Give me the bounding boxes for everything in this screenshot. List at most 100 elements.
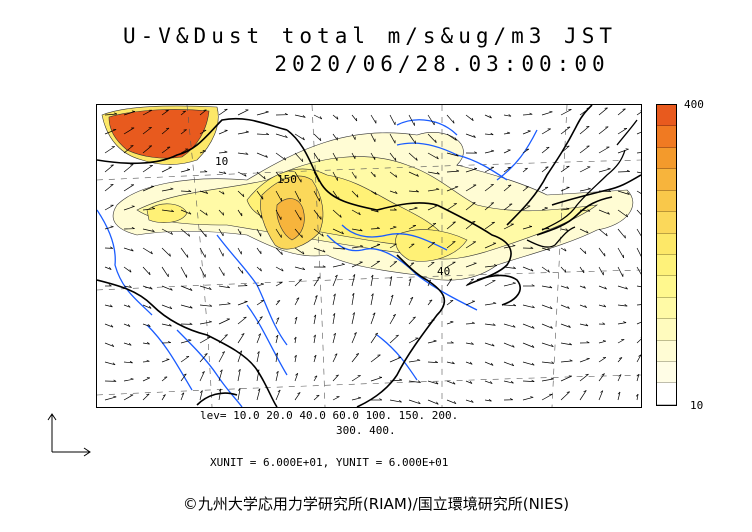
wind-vector [218,318,230,325]
wind-vector [275,152,286,161]
wind-vector-head [277,389,281,393]
wind-vector-head [605,126,609,128]
wind-vector-head [566,145,570,147]
wind-vector [104,164,114,173]
wind-vector [427,133,437,143]
wind-vector [104,266,112,270]
wind-vector [522,266,534,272]
wind-vector [370,260,380,268]
wind-vector [180,148,189,154]
wind-vector-head [334,353,338,356]
wind-vector-head [298,279,302,281]
wind-vector-head [451,361,455,365]
wind-vector [560,165,570,173]
wind-vector [503,184,512,192]
wind-vector [465,380,473,384]
wind-vector-head [512,344,515,348]
wind-vector [275,266,284,272]
wind-vector [332,152,338,161]
wind-vector-head [188,189,192,192]
wind-vector-head [452,381,456,385]
wind-vector [579,228,589,234]
wind-vector [446,186,459,192]
wind-vector-head [333,332,336,336]
wind-vector-head [569,359,573,362]
wind-vector [427,223,437,230]
wind-vector-head [313,334,316,338]
wind-vector [560,360,573,363]
wind-vector [617,171,630,173]
wind-vector [579,373,589,382]
wind-vector-head [587,209,591,212]
wind-vector [351,133,356,140]
wind-vector-head [322,249,326,253]
wind-vector [351,274,356,287]
wind-vector [617,128,628,135]
wind-vector [332,228,344,235]
wind-vector [465,202,476,211]
wind-vector-head [418,401,421,405]
wind-vector [199,109,207,116]
wind-vector [598,228,608,237]
wind-vector [370,114,377,124]
timestamp: 2020/06/28.03:00:00 [274,52,610,76]
wind-vector [598,373,605,382]
wind-vector-head [450,321,454,323]
wind-vector [503,304,516,307]
wind-vector [579,323,589,327]
wind-vector [427,380,439,385]
wind-vector [408,262,415,268]
wind-vector-head [110,225,114,228]
wind-vector-head [224,150,228,153]
wind-vector-head [547,269,550,273]
wind-vector-head [112,362,116,366]
wind-vector [104,129,117,135]
wind-vector [313,354,317,363]
wind-vector [636,152,641,154]
wind-vector [484,399,492,402]
wind-vector [598,168,611,173]
wind-vector [256,266,262,272]
wind-vector [598,266,604,276]
wind-vector [522,226,532,230]
wind-vector-head [411,262,415,264]
wind-vector-head [200,390,203,393]
wind-vector [294,266,305,271]
wind-vector-head [585,373,589,376]
wind-vector [237,131,249,135]
wind-vector [104,323,114,328]
wind-vector-head [146,359,150,362]
wind-vector [161,394,166,401]
color-scale-step [657,276,676,298]
wind-vector-head [531,325,535,329]
wind-vector-head [450,341,454,344]
wind-vector [427,262,435,268]
wind-vector [503,223,514,230]
wind-vector [104,396,117,401]
wind-vector [142,247,153,255]
wind-vector [636,285,641,288]
wind-vector [123,184,135,192]
wind-vector [199,266,206,278]
wind-vector [636,247,641,257]
wind-vector [294,152,304,162]
wind-vector [522,342,535,348]
wind-vector-head [265,154,268,158]
wind-vector-head [244,173,247,177]
wind-vector-head [531,344,535,348]
wind-vector-head [509,398,513,401]
wind-vector [427,242,435,249]
wind-vector-head [334,274,338,278]
wind-vector-head [164,376,168,378]
wind-vector [199,209,208,216]
wind-vector-head [547,248,551,251]
wind-vector-head [257,388,261,392]
wind-vector [332,190,340,200]
wind-vector [389,399,402,403]
wind-vector [104,361,116,366]
wind-vector [332,209,342,218]
wind-vector [389,379,403,382]
wind-vector-head [530,396,534,398]
wind-vector [275,171,284,182]
wind-vector [218,247,224,257]
